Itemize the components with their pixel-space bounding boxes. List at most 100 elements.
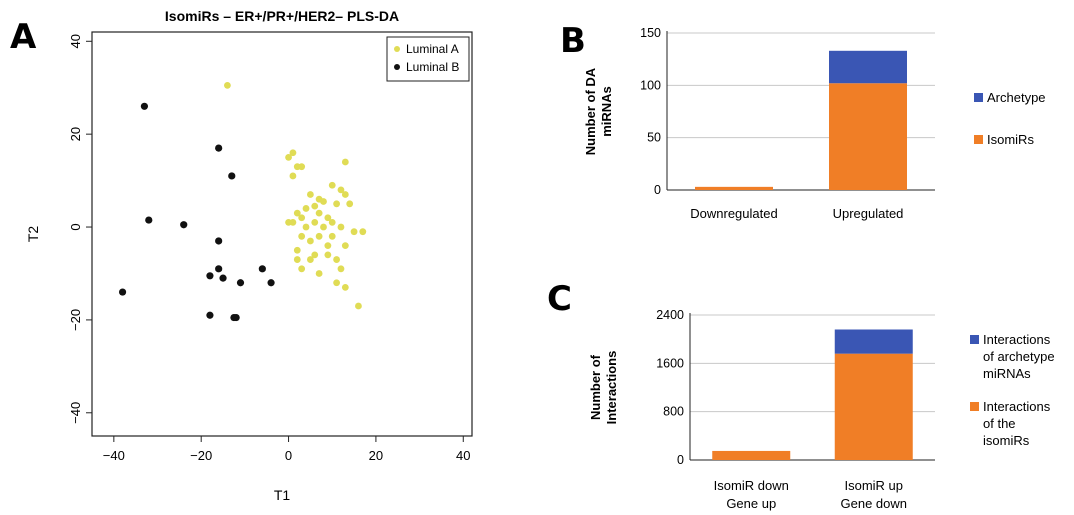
scatter-point — [289, 218, 297, 226]
scatter-point — [311, 251, 319, 259]
scatter-point — [320, 198, 327, 205]
scatter-title: IsomiRs – ER+/PR+/HER2– PLS-DA — [165, 8, 399, 24]
bar-segment — [695, 186, 773, 190]
legend-label: of the — [983, 416, 1016, 431]
y-tick-label: 20 — [68, 127, 83, 141]
y-tick-label: 0 — [677, 453, 684, 467]
scatter-point — [206, 311, 214, 319]
scatter-point — [302, 223, 310, 231]
scatter-point — [118, 288, 127, 296]
scatter-point — [289, 172, 297, 180]
x-category-label: IsomiR up — [844, 478, 903, 493]
scatter-point — [337, 265, 345, 273]
y-tick-label: −20 — [68, 309, 83, 331]
legend-swatch — [970, 402, 979, 411]
scatter-point — [306, 191, 314, 198]
scatter-point — [328, 232, 336, 240]
scatter-point — [328, 218, 336, 226]
x-tick-label: −40 — [103, 448, 125, 463]
scatter-point — [293, 246, 301, 254]
legend-label: Luminal B — [406, 60, 459, 74]
legend-swatch — [970, 335, 979, 344]
y-axis-label: Number of DA — [583, 67, 598, 155]
y-axis-label: miRNAs — [599, 86, 614, 137]
panel-letter-c: C — [547, 279, 572, 319]
scatter-point — [140, 102, 149, 110]
y-tick-label: 0 — [654, 183, 661, 197]
bar-chart-interactions: 0 800 1600 2400 IsomiR down Gene up IsomiR up G… — [588, 308, 1055, 511]
bar-segment — [829, 83, 907, 190]
y-tick-label: −40 — [68, 402, 83, 424]
scatter-point — [337, 186, 345, 194]
scatter-point — [224, 82, 231, 89]
scatter-point — [333, 256, 340, 263]
legend-label: Interactions — [983, 399, 1051, 414]
scatter-point — [324, 251, 332, 259]
y-tick-label: 100 — [640, 78, 661, 92]
bar-segment — [712, 450, 791, 460]
x-tick-label: −20 — [190, 448, 212, 463]
bar-segment — [834, 329, 913, 354]
scatter-point — [306, 256, 314, 263]
scatter-point — [302, 205, 310, 212]
scatter-point — [333, 200, 340, 208]
bar-segment — [834, 353, 913, 460]
scatter-point — [298, 163, 306, 171]
scatter-point — [293, 256, 301, 263]
x-tick-label: 0 — [285, 448, 292, 463]
legend-label: isomiRs — [983, 433, 1030, 448]
x-tick-label: 40 — [456, 448, 470, 463]
legend-swatch — [974, 135, 983, 144]
y-tick-label: 150 — [640, 26, 661, 40]
scatter-point — [315, 232, 323, 240]
scatter-plot: −40 −20 0 20 40 −40 −20 0 20 40 T1 T2 Luminal A Lumin… — [25, 31, 473, 503]
y-tick-label: 1600 — [656, 356, 684, 370]
panel-letter-b: B — [560, 21, 586, 61]
x-category-label: Gene up — [726, 496, 776, 511]
legend-label: of archetype — [983, 349, 1055, 364]
scatter-point — [311, 218, 319, 226]
scatter-point — [215, 265, 223, 273]
x-category-label: Gene down — [841, 496, 908, 511]
y-tick-label: 40 — [68, 34, 83, 48]
scatter-point — [341, 284, 349, 291]
scatter-point — [333, 279, 340, 287]
scatter-point — [328, 181, 336, 189]
scatter-point — [320, 223, 327, 231]
scatter-point — [324, 242, 332, 250]
scatter-point — [298, 265, 306, 273]
scatter-point — [355, 302, 362, 310]
panel-letter-a: A — [10, 17, 37, 57]
scatter-point — [346, 200, 354, 208]
scatter-point — [289, 149, 297, 157]
x-category-label: IsomiR down — [714, 478, 789, 493]
scatter-point — [206, 272, 214, 280]
scatter-point — [180, 221, 188, 229]
scatter-point — [341, 191, 349, 198]
scatter-point — [215, 144, 223, 152]
scatter-point — [350, 228, 358, 236]
y-axis-label: Number of — [588, 354, 603, 420]
scatter-point — [359, 228, 367, 236]
y-tick-label: 2400 — [656, 308, 684, 322]
scatter-point — [341, 242, 349, 250]
scatter-point — [258, 265, 266, 273]
legend-label: IsomiRs — [987, 132, 1034, 147]
x-category-label: Upregulated — [833, 206, 904, 221]
scatter-point — [285, 153, 292, 161]
x-category-label: Downregulated — [690, 206, 777, 221]
scatter-point — [298, 232, 306, 240]
y-tick-label: 50 — [647, 131, 661, 145]
scatter-frame — [91, 31, 473, 437]
scatter-point — [219, 274, 227, 282]
scatter-point — [215, 237, 223, 245]
scatter-point — [306, 237, 314, 245]
legend-label: miRNAs — [983, 366, 1031, 381]
scatter-point — [324, 214, 332, 222]
y-axis-label: Interactions — [604, 351, 619, 425]
legend-swatch — [974, 93, 983, 102]
legend-marker — [394, 46, 400, 52]
scatter-point — [230, 313, 238, 322]
y-tick-label: 800 — [663, 405, 684, 419]
